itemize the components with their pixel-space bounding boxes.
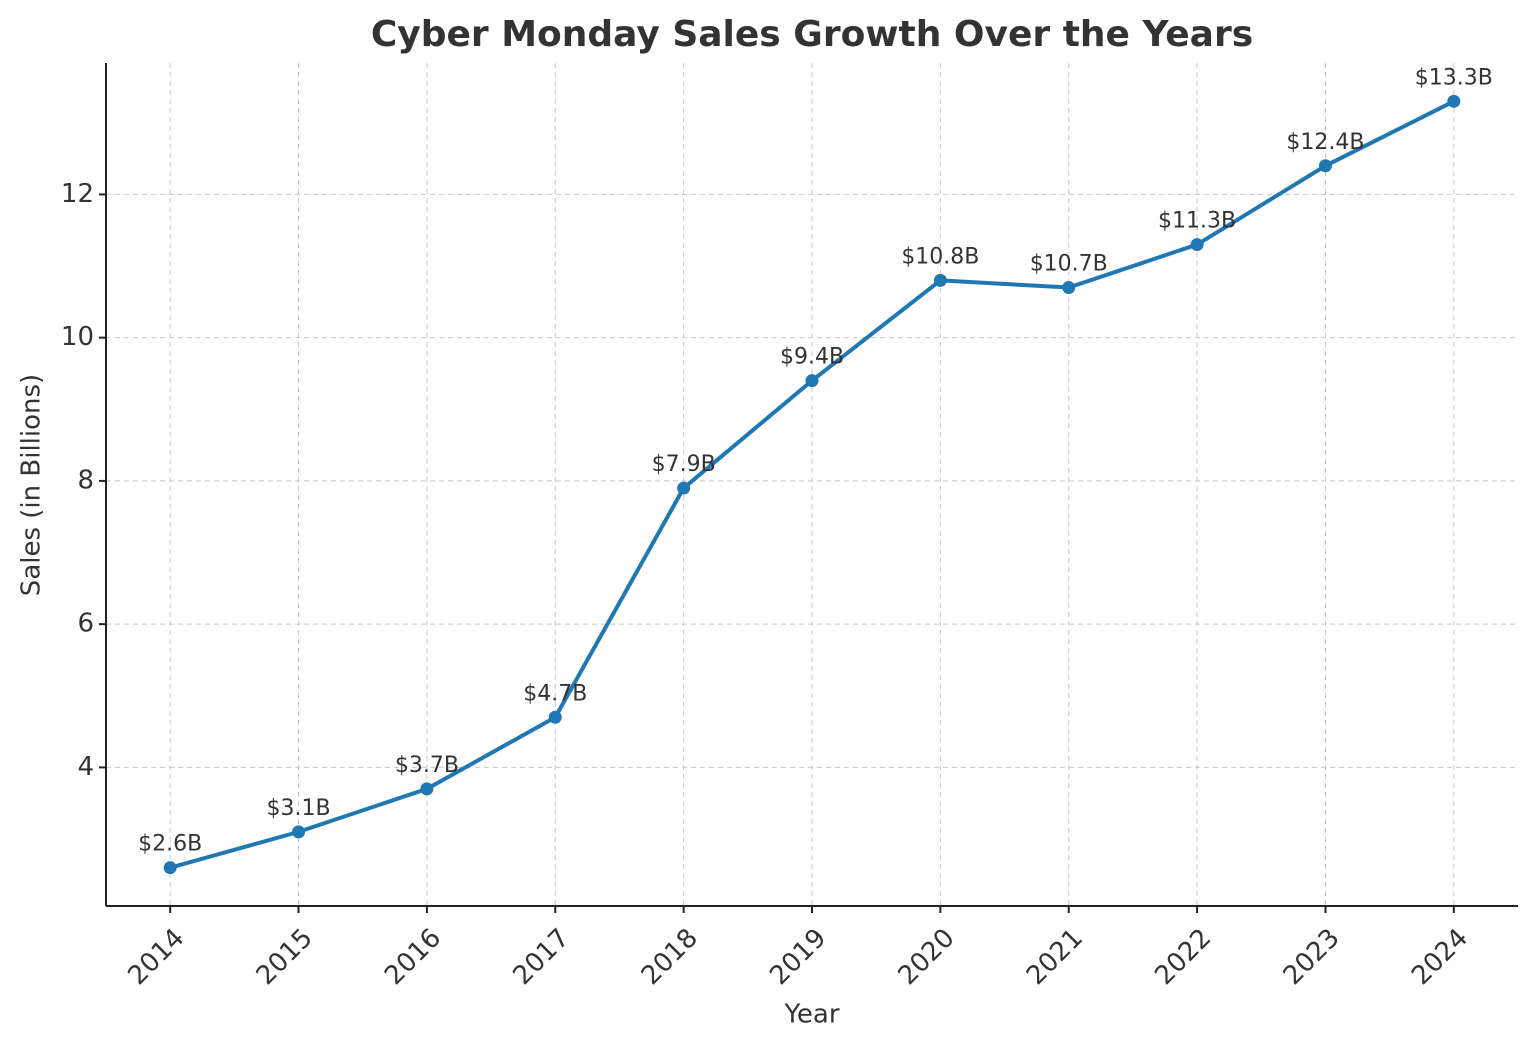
data-label: $10.8B: [901, 244, 979, 269]
x-tick-label: 2020: [893, 923, 961, 991]
y-tick-label: 8: [77, 465, 94, 495]
y-tick-label: 4: [77, 752, 94, 782]
data-label: $2.6B: [138, 832, 202, 857]
x-tick-label: 2017: [508, 923, 576, 991]
data-label: $3.1B: [267, 796, 331, 821]
data-label: $10.7B: [1030, 252, 1108, 277]
data-label: $7.9B: [652, 452, 716, 477]
point: [420, 782, 434, 796]
data-label: $11.3B: [1158, 209, 1236, 234]
point: [548, 710, 562, 724]
point: [805, 374, 819, 388]
point: [1318, 159, 1332, 173]
x-tick-label: 2024: [1406, 923, 1474, 991]
y-tick-label: 6: [77, 609, 94, 639]
y-tick-label: 10: [61, 322, 94, 352]
point: [163, 861, 177, 875]
y-axis-label: Sales (in Billions): [17, 374, 47, 596]
data-label: $4.7B: [523, 681, 587, 706]
data-label: $3.7B: [395, 753, 459, 778]
x-tick-label: 2015: [251, 923, 319, 991]
chart-title: Cyber Monday Sales Growth Over the Years: [371, 14, 1253, 55]
x-tick-label: 2023: [1278, 923, 1346, 991]
point: [1190, 238, 1204, 252]
x-tick-label: 2022: [1149, 923, 1217, 991]
x-tick-label: 2016: [379, 923, 447, 991]
x-tick-label: 2021: [1021, 923, 1089, 991]
point: [1062, 281, 1076, 295]
x-tick-label: 2019: [764, 923, 832, 991]
data-label: $13.3B: [1415, 65, 1493, 90]
data-label: $9.4B: [780, 345, 844, 370]
point: [933, 273, 947, 287]
y-tick-label: 12: [61, 179, 94, 209]
x-tick-label: 2018: [636, 923, 704, 991]
x-tick-label: 2014: [122, 923, 190, 991]
x-axis-label: Year: [783, 1000, 839, 1030]
data-label: $12.4B: [1286, 130, 1364, 155]
point: [677, 481, 691, 495]
point: [292, 825, 306, 839]
point: [1447, 94, 1461, 108]
